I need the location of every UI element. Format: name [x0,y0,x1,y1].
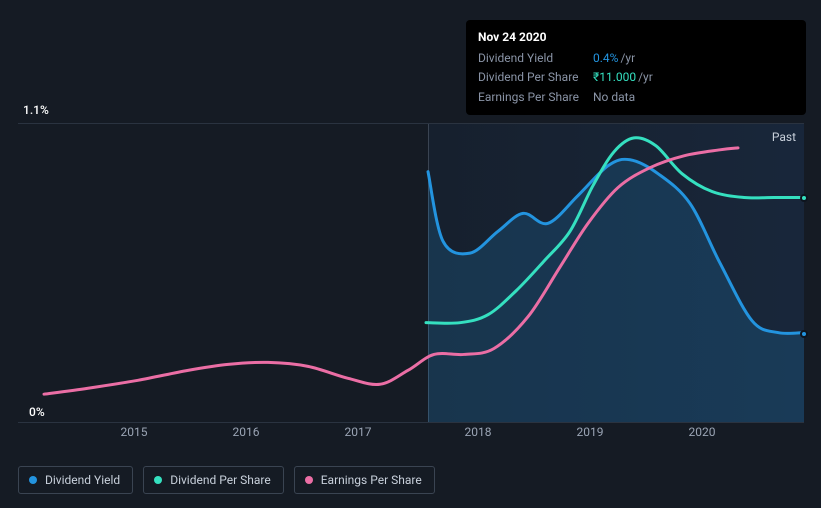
x-axis: 2015 2016 2017 2018 2019 2020 [18,425,804,445]
tooltip-row-value: No data [593,88,635,107]
tooltip-row-unit: /yr [638,68,653,87]
tooltip-row-label: Dividend Yield [478,49,593,68]
chart-container: 1.1% Past 0% 2015 2016 2017 2018 2019 2020 [18,105,804,445]
tooltip-row-label: Dividend Per Share [478,68,593,87]
tooltip-row-label: Earnings Per Share [478,88,593,107]
chart-legend: Dividend Yield Dividend Per Share Earnings… [18,466,435,494]
legend-item[interactable]: Dividend Yield [18,466,133,494]
chart-svg [18,124,804,422]
legend-label: Dividend Yield [45,473,120,487]
legend-item[interactable]: Dividend Per Share [143,466,284,494]
legend-label: Dividend Per Share [170,473,271,487]
x-axis-tick: 2019 [577,425,604,439]
tooltip-date: Nov 24 2020 [478,28,794,47]
legend-dot-icon [154,476,162,484]
x-axis-tick: 2020 [689,425,716,439]
tooltip-row-value: ₹11.000 [593,68,636,87]
chart-tooltip: Nov 24 2020 Dividend Yield0.4%/yrDividen… [466,20,806,115]
tooltip-row: Dividend Yield0.4%/yr [478,49,794,68]
x-axis-tick: 2018 [465,425,492,439]
chart-plot-area[interactable]: Past [18,123,804,423]
legend-dot-icon [29,476,37,484]
legend-label: Earnings Per Share [321,473,422,487]
x-axis-tick: 2017 [345,425,372,439]
x-axis-tick: 2016 [233,425,260,439]
tooltip-row: Earnings Per ShareNo data [478,88,794,107]
y-axis-max-label: 1.1% [23,103,49,117]
series-end-marker [800,194,808,202]
series-end-marker [800,330,808,338]
tooltip-row-unit: /yr [620,49,635,68]
y-axis-min-label: 0% [29,405,45,419]
tooltip-row-value: 0.4% [593,49,618,68]
tooltip-row: Dividend Per Share₹11.000/yr [478,68,794,87]
legend-dot-icon [305,476,313,484]
legend-item[interactable]: Earnings Per Share [294,466,435,494]
x-axis-tick: 2015 [121,425,148,439]
